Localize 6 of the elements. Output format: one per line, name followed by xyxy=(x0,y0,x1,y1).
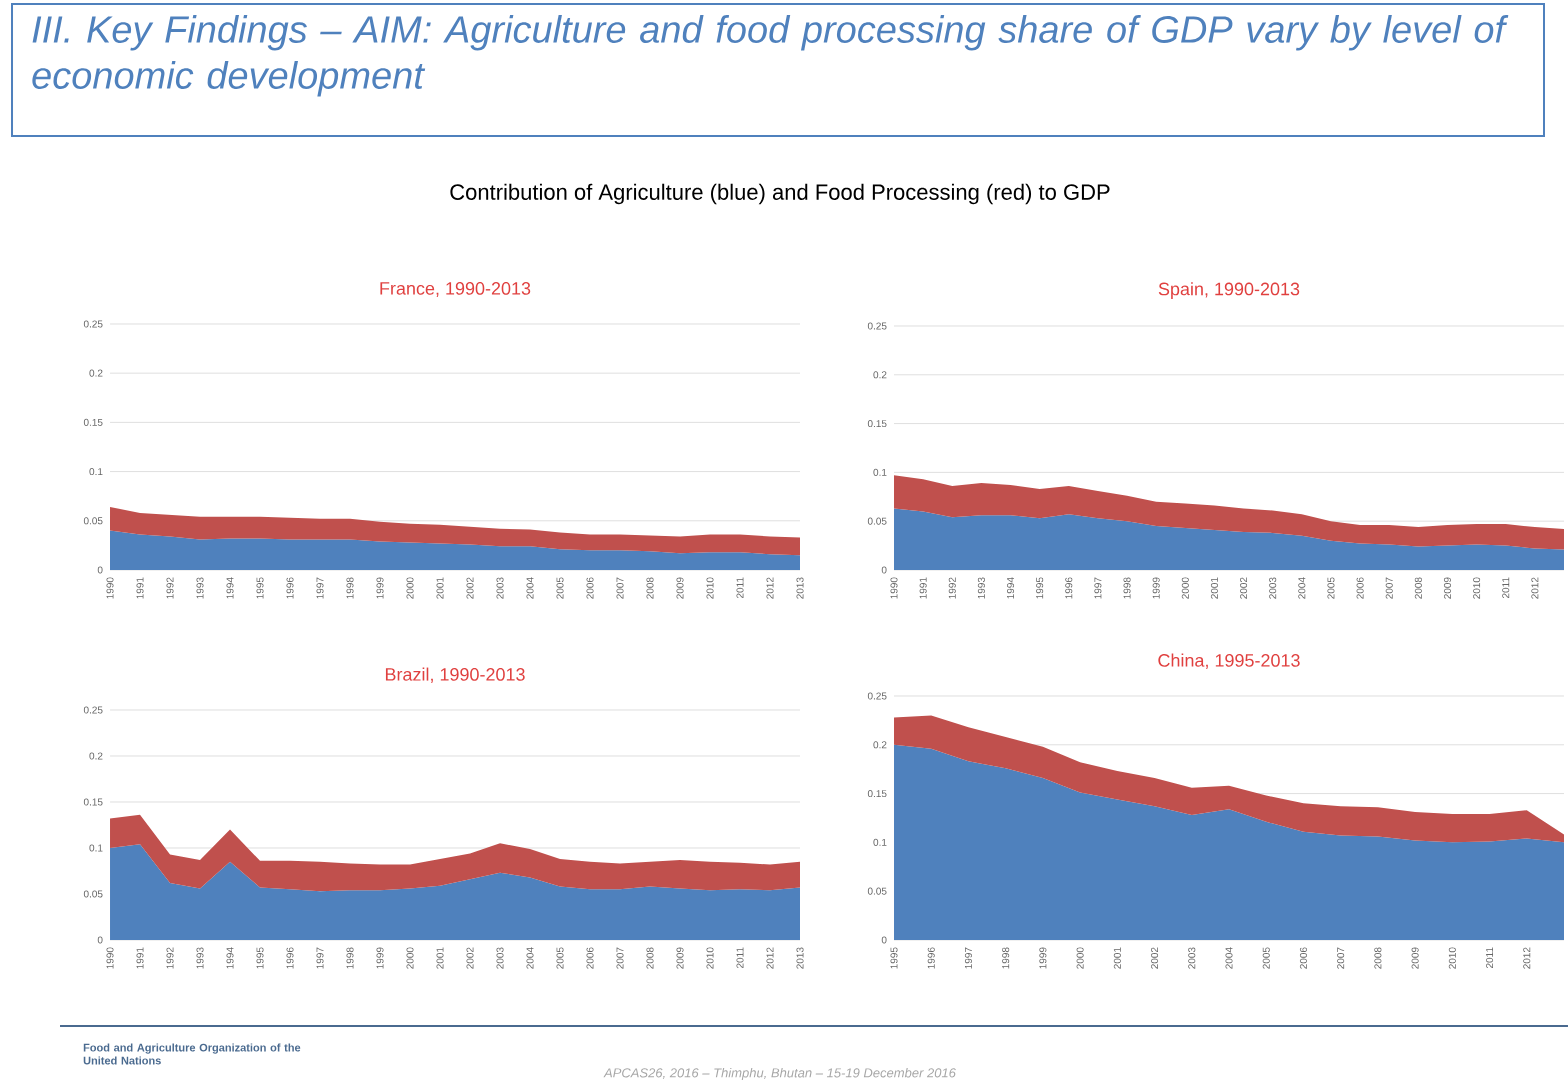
chart-title: Brazil, 1990-2013 xyxy=(385,667,525,683)
chart-title: Spain, 1990-2013 xyxy=(1158,282,1300,299)
chart-title: China, 1995-2013 xyxy=(1158,653,1300,669)
chart-title: France, 1990-2013 xyxy=(380,282,531,297)
text: Contribution of Agriculture (blue) and Food Processing (red) to GDP xyxy=(450,183,1110,205)
text: III. Key Findings – AIM: Agriculture and food processing share of GDP vary by level of economic development xyxy=(32,15,1509,97)
